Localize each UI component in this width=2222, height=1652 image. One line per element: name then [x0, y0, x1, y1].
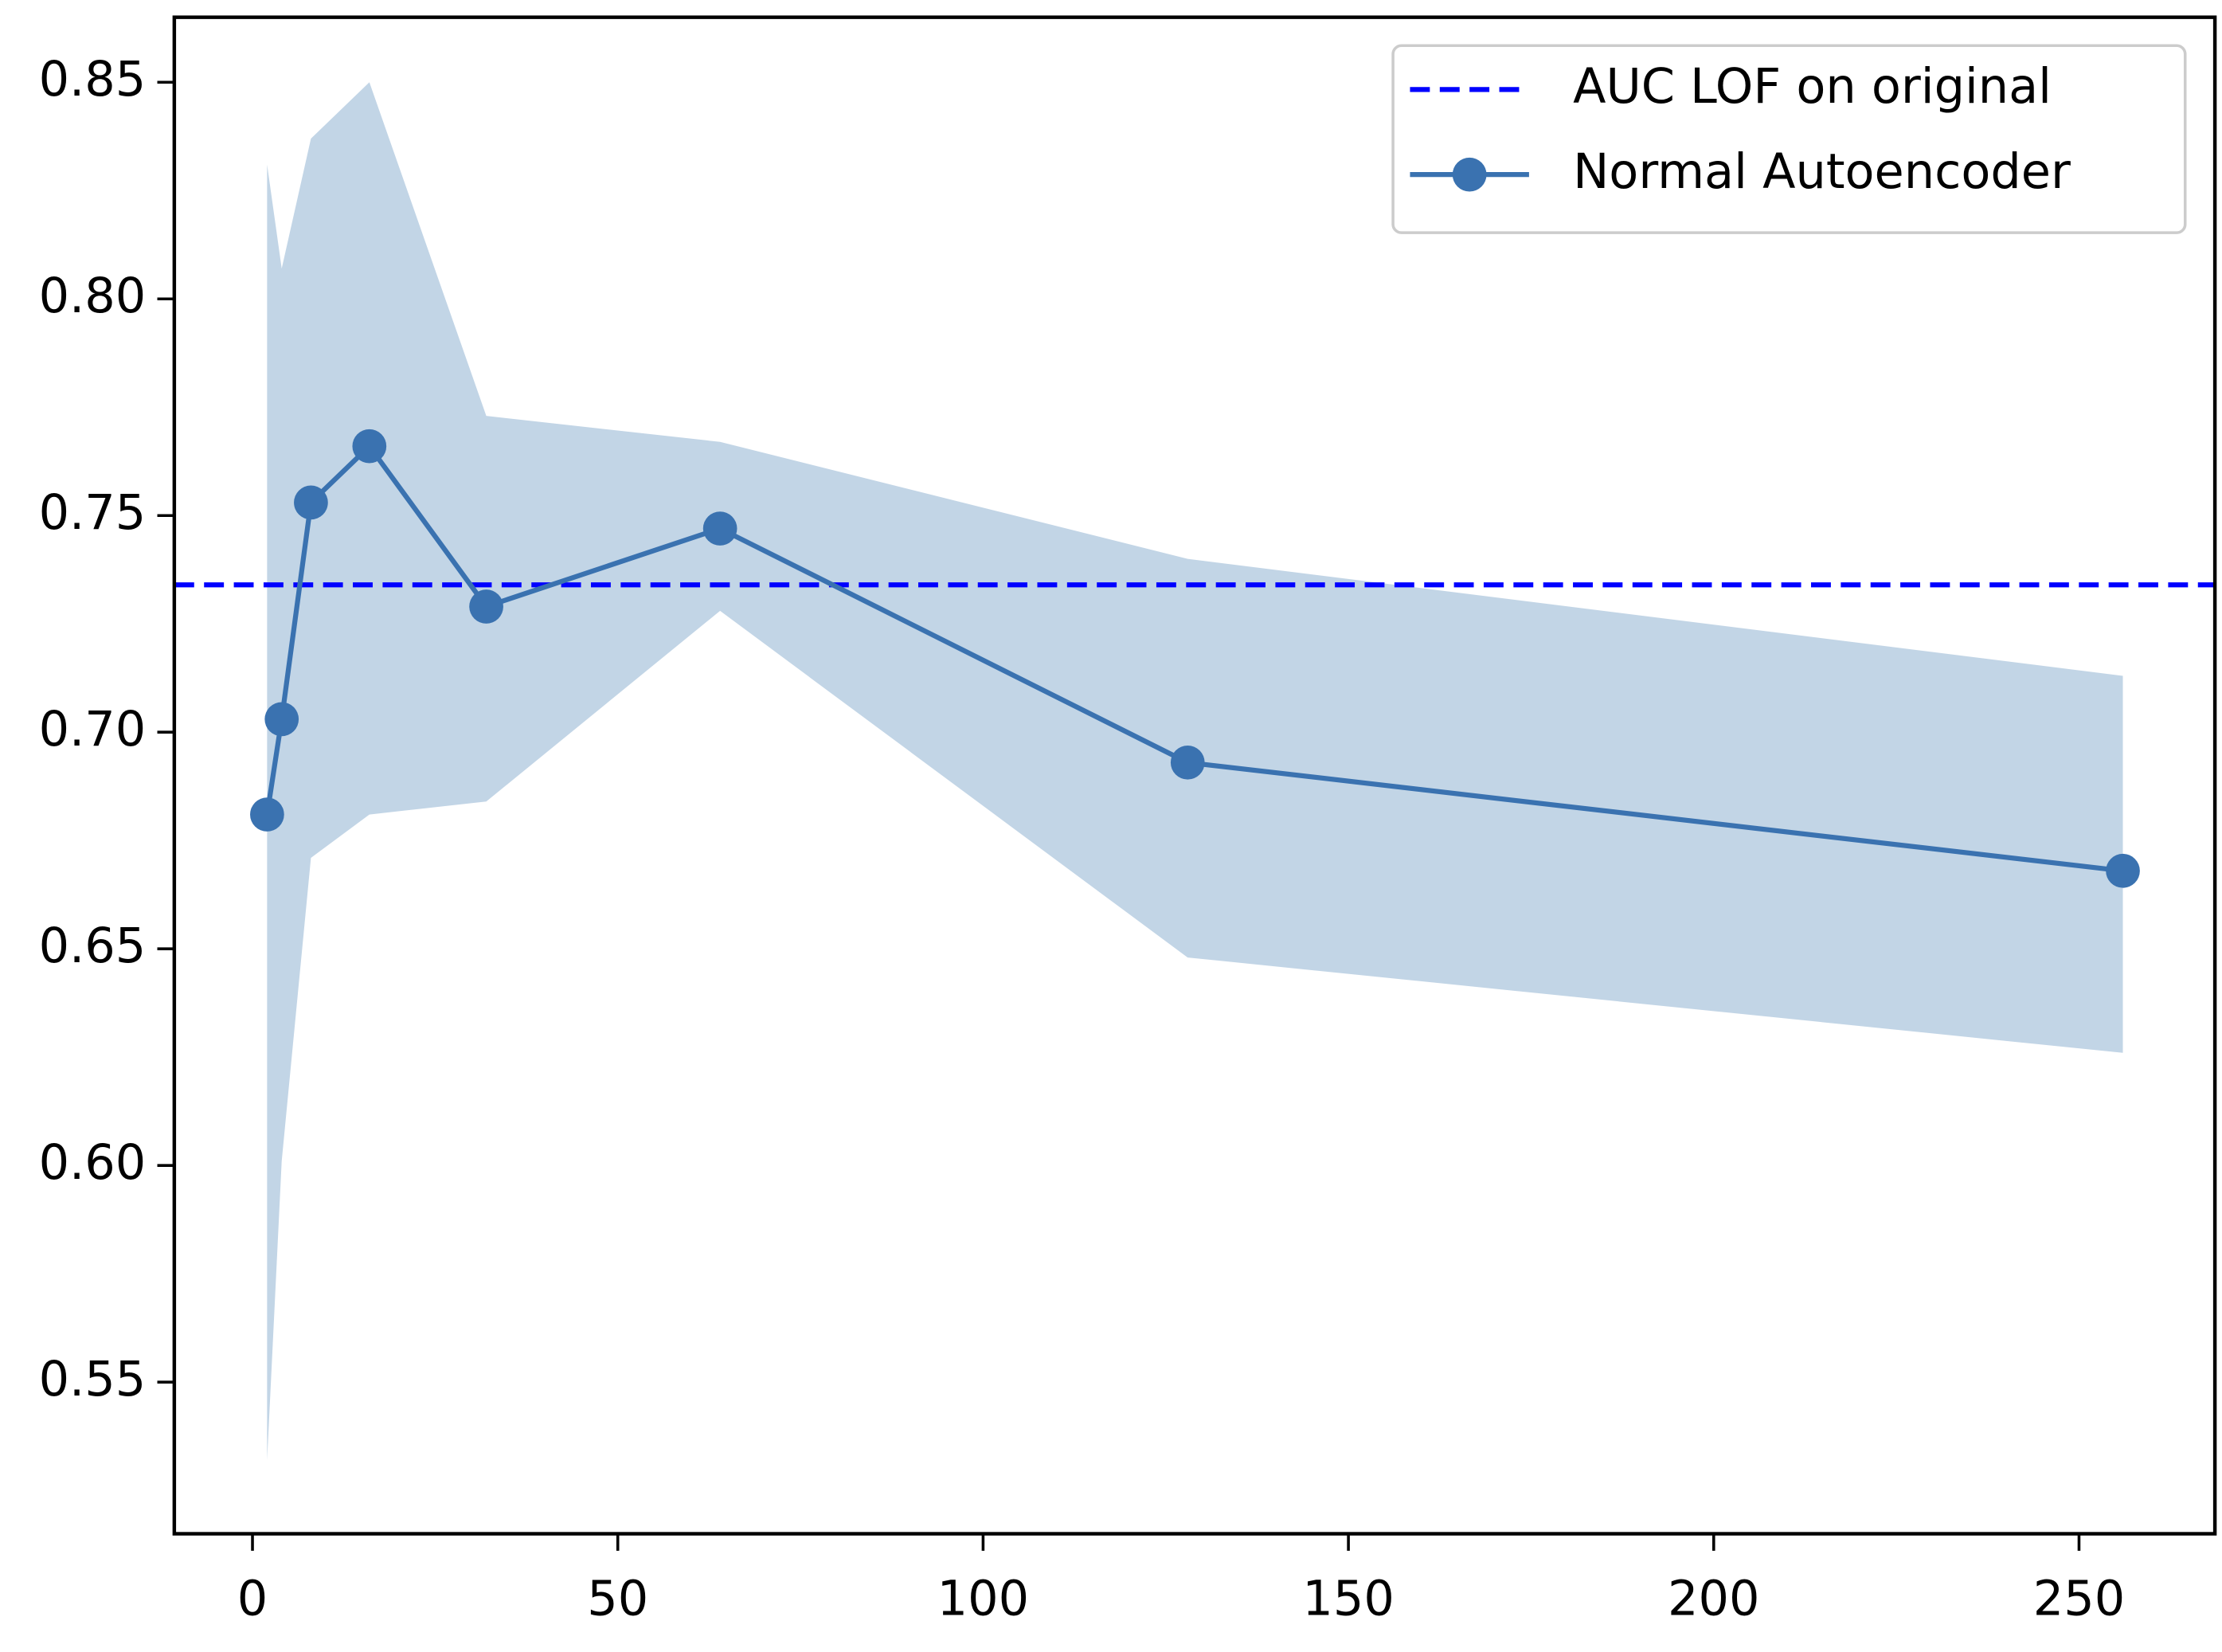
y-tick-label: 0.70 — [39, 702, 147, 757]
y-tick-label: 0.65 — [39, 918, 147, 974]
plot-frame — [172, 15, 2217, 1536]
y-tick-label: 0.75 — [39, 485, 147, 541]
y-tick-label: 0.60 — [39, 1135, 147, 1191]
data-point — [702, 511, 737, 546]
legend-label: AUC LOF on original — [1573, 59, 2052, 115]
series-line — [264, 442, 2123, 874]
y-tick-label: 0.55 — [39, 1352, 147, 1407]
data-point — [1170, 745, 1205, 780]
x-tick-label: 200 — [1668, 1572, 1759, 1627]
x-tick-label: 250 — [2033, 1572, 2125, 1627]
x-tick-label: 150 — [1302, 1572, 1394, 1627]
data-point — [264, 702, 299, 737]
y-tick-label: 0.80 — [39, 268, 147, 324]
x-tick-label: 100 — [937, 1572, 1029, 1627]
data-point — [294, 485, 328, 520]
legend-marker — [1452, 157, 1487, 192]
data-point — [469, 589, 503, 624]
data-point — [250, 797, 284, 832]
data-point — [352, 429, 387, 464]
x-tick-label: 0 — [237, 1572, 268, 1627]
legend-label: Normal Autoencoder — [1573, 144, 2071, 200]
y-tick-label: 0.85 — [39, 52, 147, 108]
x-tick-label: 50 — [587, 1572, 648, 1627]
data-point — [2106, 853, 2140, 888]
legend-box — [1391, 44, 2187, 234]
